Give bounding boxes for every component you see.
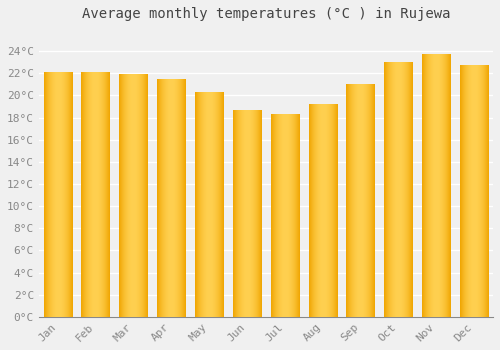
Title: Average monthly temperatures (°C ) in Rujewa: Average monthly temperatures (°C ) in Ru…: [82, 7, 450, 21]
